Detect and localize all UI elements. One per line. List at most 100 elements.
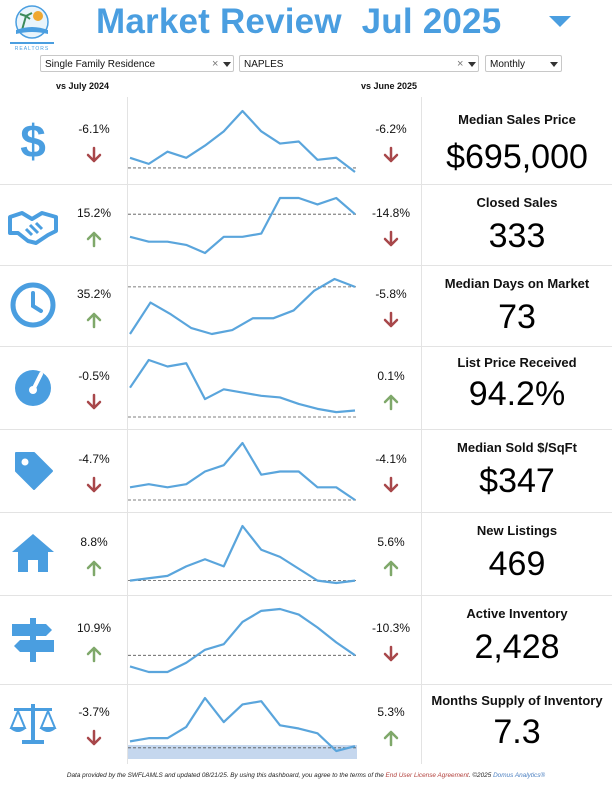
svg-text:$: $ [20, 115, 46, 165]
trend-sparkline[interactable] [128, 103, 357, 180]
metric-value: 73 [498, 298, 536, 336]
up-arrow-icon [86, 645, 102, 663]
period-value: Monthly [490, 59, 526, 70]
row-divider [0, 684, 612, 685]
down-arrow-icon [86, 393, 102, 411]
yoy-change: -0.5% [78, 368, 110, 383]
scale-icon [8, 698, 58, 748]
trend-sparkline[interactable] [128, 518, 357, 591]
yoy-change: 10.9% [76, 620, 112, 635]
row-divider [0, 595, 612, 596]
metric-name: New Listings [476, 523, 558, 538]
trend-line [129, 196, 356, 255]
metric-name: Median Sold $/SqFt [457, 440, 577, 455]
divider [127, 97, 128, 764]
signpost-icon [8, 614, 58, 664]
metric-name: Median Days on Market [444, 276, 590, 291]
chevron-down-icon[interactable] [223, 62, 231, 67]
eula-link[interactable]: End User License Agreement [385, 772, 469, 779]
down-arrow-icon [383, 311, 399, 329]
trend-sparkline[interactable] [128, 601, 357, 680]
down-arrow-icon [383, 230, 399, 248]
trend-sparkline[interactable] [128, 690, 357, 759]
house-icon [8, 528, 58, 578]
metric-value: $695,000 [446, 138, 588, 176]
yoy-change: 15.2% [76, 205, 112, 220]
trend-line [129, 109, 356, 173]
metric-row: 10.9% -10.3% Active Inventory 2,428 [0, 595, 612, 685]
footer: Data provided by the SWFLAMLS and update… [0, 772, 612, 779]
mom-change: 0.1% [377, 368, 405, 383]
footer-text: . ©2025 [468, 772, 494, 779]
metric-value: 469 [488, 545, 546, 583]
metric-name: Closed Sales [476, 195, 558, 210]
up-arrow-icon [383, 559, 399, 577]
row-divider [0, 346, 612, 347]
menu-dropdown-caret-icon[interactable] [549, 16, 571, 27]
brokerage-logo: REALTORS [6, 4, 58, 52]
clear-icon[interactable]: × [212, 58, 219, 70]
up-arrow-icon [86, 230, 102, 248]
area-select[interactable]: NAPLES × [239, 55, 479, 72]
metric-name: Active Inventory [466, 606, 568, 621]
mom-change: 5.6% [377, 534, 405, 549]
chevron-down-icon[interactable] [468, 62, 476, 67]
trend-sparkline[interactable] [128, 435, 357, 508]
metric-value: $347 [479, 462, 555, 500]
metric-name: Median Sales Price [458, 112, 576, 127]
metric-value: 94.2% [468, 375, 566, 413]
metric-row: 35.2% -5.8% Median Days on Market 73 [0, 265, 612, 347]
trend-line [129, 607, 356, 674]
trend-line [129, 524, 356, 585]
metric-name: List Price Received [457, 355, 577, 370]
yoy-change: 35.2% [76, 286, 112, 301]
trend-sparkline[interactable] [128, 271, 357, 342]
mom-change: -5.8% [375, 286, 407, 301]
mom-change: 5.3% [377, 704, 405, 719]
trend-sparkline[interactable] [128, 352, 357, 425]
svg-text:REALTORS: REALTORS [15, 46, 50, 52]
tag-icon [8, 445, 58, 495]
trend-line [129, 441, 356, 501]
footer-text: Data provided by the SWFLAMLS and update… [66, 772, 386, 779]
metric-row: 15.2% -14.8% Closed Sales 333 [0, 184, 612, 266]
metric-row: -0.5% 0.1% List Price Received 94.2% [0, 346, 612, 430]
up-arrow-icon [383, 729, 399, 747]
metric-value: 7.3 [493, 713, 541, 751]
dollar-icon: $ [8, 115, 58, 167]
metric-row: -4.7% -4.1% Median Sold $/SqFt $347 [0, 429, 612, 513]
yoy-change: -4.7% [78, 451, 110, 466]
metric-value: 333 [488, 217, 546, 255]
down-arrow-icon [86, 146, 102, 164]
trend-sparkline[interactable] [128, 190, 357, 261]
metric-name: Months Supply of Inventory [431, 693, 603, 708]
mom-change: -14.8% [371, 205, 411, 220]
divider [421, 97, 422, 764]
down-arrow-icon [86, 476, 102, 494]
gauge-icon [8, 362, 58, 412]
column-header-yoy: vs July 2024 [56, 81, 110, 91]
row-divider [0, 512, 612, 513]
down-arrow-icon [383, 645, 399, 663]
clear-icon[interactable]: × [457, 58, 464, 70]
property-type-select[interactable]: Single Family Residence × [40, 55, 234, 72]
row-divider [0, 184, 612, 185]
page-title: Market Review Jul 2025 [96, 2, 502, 41]
mom-change: -4.1% [375, 451, 407, 466]
property-type-value: Single Family Residence [45, 59, 156, 70]
brand-link[interactable]: Domus Analytics® [493, 772, 546, 779]
column-header-mom: vs June 2025 [361, 81, 418, 91]
row-divider [0, 265, 612, 266]
up-arrow-icon [86, 559, 102, 577]
down-arrow-icon [86, 729, 102, 747]
yoy-change: -3.7% [78, 704, 110, 719]
period-select[interactable]: Monthly [485, 55, 562, 72]
up-arrow-icon [86, 311, 102, 329]
trend-line [129, 358, 356, 414]
down-arrow-icon [383, 476, 399, 494]
trend-line [129, 696, 356, 753]
yoy-change: -6.1% [78, 121, 110, 136]
range-band [128, 745, 357, 759]
chevron-down-icon[interactable] [550, 62, 558, 67]
mom-change: -6.2% [375, 121, 407, 136]
